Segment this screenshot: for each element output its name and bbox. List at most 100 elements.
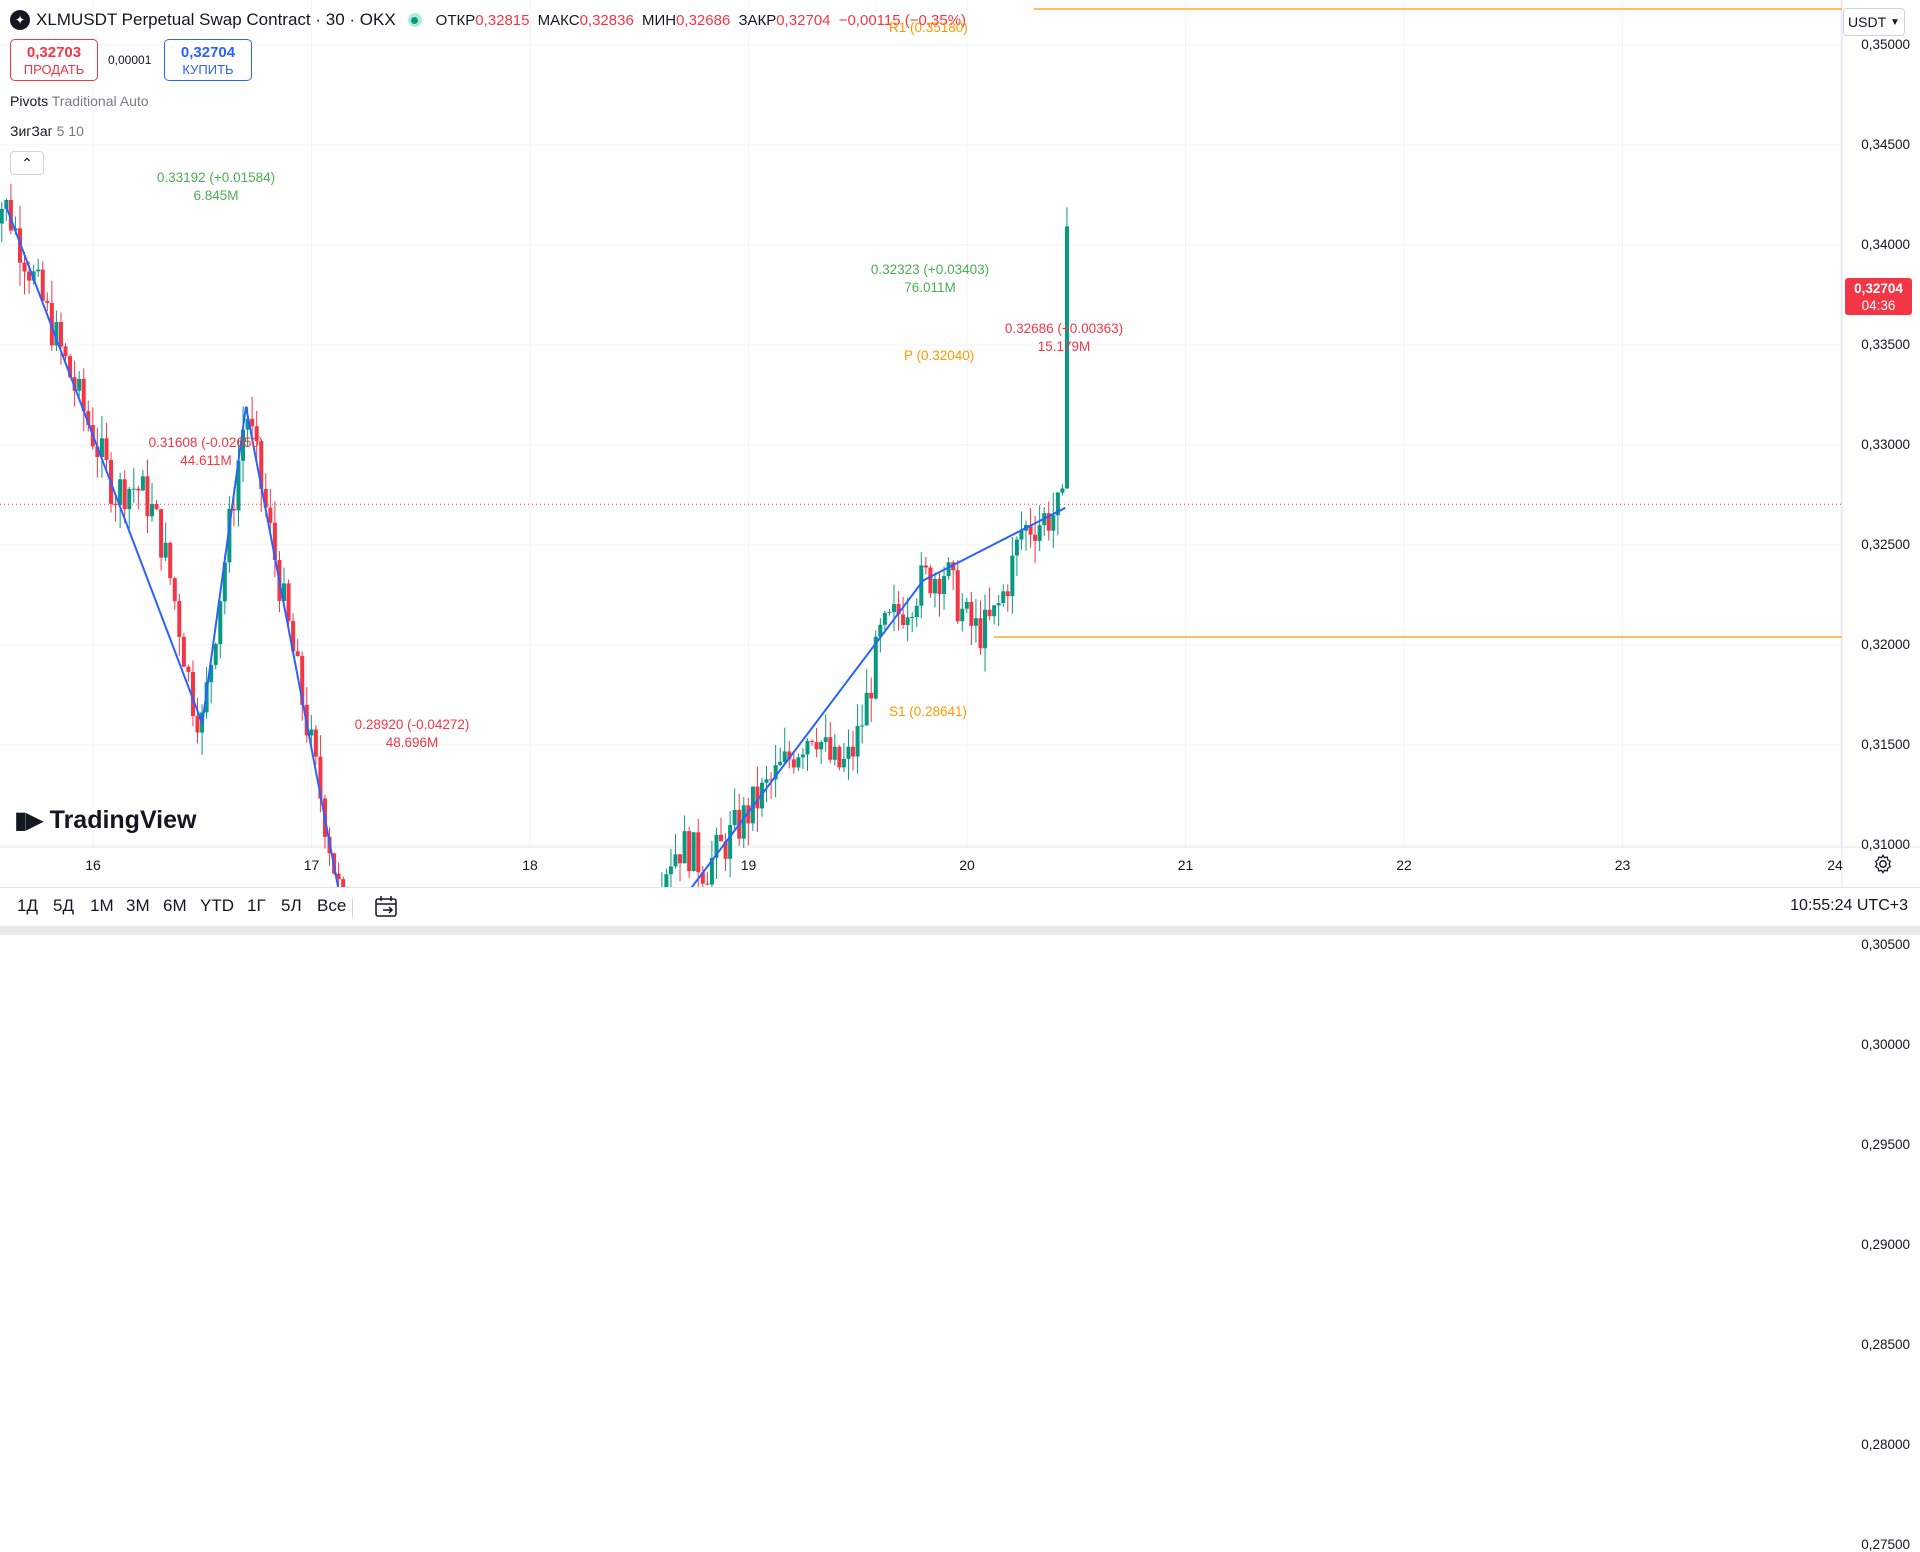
candle-body — [58, 322, 63, 347]
candle-body — [1060, 488, 1065, 493]
candle-body — [846, 746, 851, 759]
range-ytd-button[interactable]: YTD — [200, 896, 234, 915]
candle-body — [728, 825, 733, 859]
range-1m-button[interactable]: 1М — [90, 896, 114, 915]
candle-body — [682, 831, 687, 864]
price-tick-label: 0,31000 — [1861, 837, 1910, 852]
candle-body — [664, 874, 669, 896]
candle-body — [222, 562, 227, 602]
indicator-pivots[interactable]: Pivots Traditional Auto — [10, 93, 149, 109]
bottom-panel-strip — [0, 926, 1920, 935]
candle-body — [104, 438, 109, 461]
chevron-up-icon: ⌃ — [21, 154, 33, 171]
candle-body — [72, 377, 77, 391]
chart-canvas[interactable] — [0, 0, 1920, 935]
tradingview-logo[interactable]: ▮▶ TradingView — [14, 806, 197, 834]
price-tick-label: 0,29000 — [1861, 1237, 1910, 1252]
candle-body — [800, 754, 805, 758]
candle-body — [195, 716, 200, 733]
candle-body — [678, 854, 683, 864]
candle-body — [764, 779, 769, 783]
candle-body — [673, 854, 678, 867]
candle-body — [851, 746, 856, 757]
candle-body — [691, 832, 696, 872]
candle-body — [923, 565, 928, 568]
price-tick-label: 0,32000 — [1861, 637, 1910, 652]
range-5y-button[interactable]: 5Л — [281, 896, 302, 915]
range-6m-button[interactable]: 6М — [163, 896, 187, 915]
candle-body — [778, 761, 783, 766]
range-3m-button[interactable]: 3М — [126, 896, 150, 915]
candle-body — [254, 426, 259, 442]
candle-body — [1028, 524, 1033, 535]
candle-body — [272, 522, 277, 561]
collapse-legend-button[interactable]: ⌃ — [10, 151, 44, 175]
candle-body — [841, 758, 846, 768]
candle-body — [869, 692, 874, 699]
range-1y-button[interactable]: 1Г — [247, 896, 266, 915]
candle-body — [860, 725, 865, 727]
candle-body — [295, 651, 300, 656]
currency-dropdown[interactable]: USDT ▼ — [1843, 8, 1905, 36]
calendar-goto-icon[interactable] — [374, 895, 400, 919]
candle-body — [951, 562, 956, 571]
spread-value: 0,00001 — [108, 53, 152, 67]
range-all-button[interactable]: Все — [317, 896, 347, 915]
price-tick-label: 0,33000 — [1861, 437, 1910, 452]
time-tick-label: 22 — [1396, 857, 1412, 873]
candle-body — [122, 479, 127, 510]
candle-body — [814, 742, 819, 750]
candle-body — [154, 503, 159, 510]
candle-body — [905, 617, 910, 625]
chevron-down-icon: ▼ — [1890, 16, 1900, 28]
sell-button[interactable]: 0,32703 ПРОДАТЬ — [10, 39, 98, 81]
candle-body — [81, 378, 86, 412]
buy-button[interactable]: 0,32704 КУПИТЬ — [164, 39, 252, 81]
candle-body — [190, 671, 195, 717]
candle-body — [910, 616, 915, 618]
price-tick-label: 0,33500 — [1861, 337, 1910, 352]
pivot-label-s1: S1 (0.28641) — [889, 704, 968, 719]
candle-body — [95, 446, 100, 458]
candle-body — [31, 271, 36, 281]
bottom-toolbar: 1Д 5Д 1М 3М 6М YTD 1Г 5Л Все 10:55:24 UT… — [0, 887, 1920, 926]
candle-body — [919, 565, 924, 606]
candle-body — [163, 542, 168, 558]
candle-body — [796, 757, 801, 768]
candle-body — [668, 866, 673, 875]
candle-body — [140, 476, 145, 491]
candle-body — [709, 857, 714, 885]
candle-body — [318, 756, 323, 799]
range-1d-button[interactable]: 1Д — [17, 896, 38, 915]
market-status-icon — [407, 13, 422, 27]
candle-body — [54, 322, 59, 346]
price-tick-label: 0,31500 — [1861, 737, 1910, 752]
candle-body — [40, 269, 45, 301]
price-tick-label: 0,28500 — [1861, 1337, 1910, 1352]
candle-body — [1001, 591, 1006, 604]
time-tick-label: 24 — [1827, 857, 1843, 873]
symbol-title[interactable]: XLMUSDT Perpetual Swap Contract · 30 · O… — [36, 10, 396, 29]
toolbar-divider — [352, 898, 353, 918]
range-5d-button[interactable]: 5Д — [53, 896, 74, 915]
clock-timezone[interactable]: 10:55:24 UTC+3 — [1790, 897, 1908, 914]
candle-body — [700, 872, 705, 884]
candle-body — [241, 429, 246, 461]
candle-body — [282, 583, 287, 602]
candle-body — [4, 199, 9, 209]
candle-body — [942, 576, 947, 594]
indicator-zigzag[interactable]: ЗигЗаг 5 10 — [10, 123, 84, 139]
price-tick-label: 0,30500 — [1861, 937, 1910, 952]
candle-body — [969, 601, 974, 626]
gear-icon[interactable] — [1872, 853, 1894, 875]
candle-body — [27, 271, 32, 281]
bar-countdown: 04:36 — [1861, 298, 1896, 313]
candle-body — [937, 578, 942, 594]
candle-body — [309, 729, 314, 736]
time-tick-label: 16 — [85, 857, 101, 873]
candle-body — [805, 740, 810, 755]
candle-body — [131, 488, 136, 490]
candle-body — [259, 441, 264, 489]
candle-body — [113, 503, 118, 506]
candle-body — [1019, 530, 1024, 540]
